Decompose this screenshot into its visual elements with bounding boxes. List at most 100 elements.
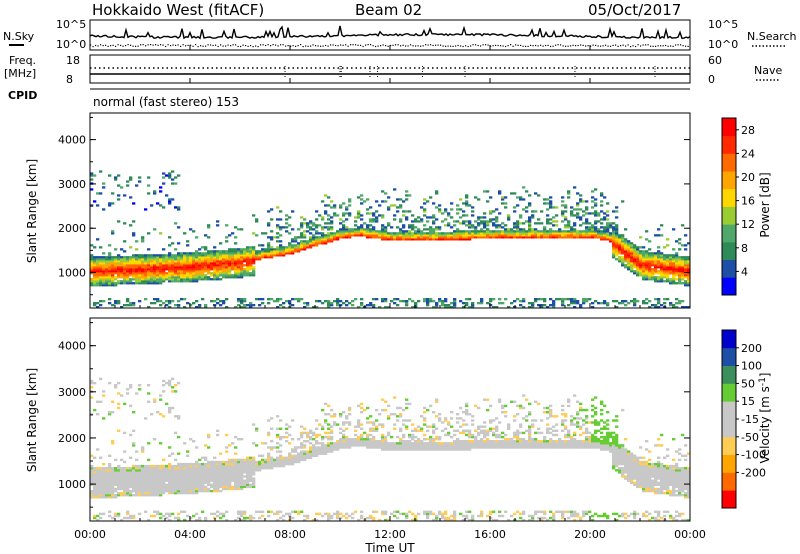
power-cell: [486, 236, 490, 239]
power-cell: [522, 230, 526, 233]
velocity-cell: [150, 477, 154, 480]
velocity-cell: [477, 440, 481, 443]
power-cell: [315, 218, 319, 221]
velocity-cell: [171, 452, 175, 455]
velocity-cell: [201, 469, 205, 472]
power-cell: [216, 298, 220, 301]
power-cell: [636, 254, 640, 257]
velocity-cell: [141, 479, 145, 482]
power-cell: [597, 232, 601, 235]
power-cell: [447, 304, 451, 307]
power-cell: [195, 258, 199, 261]
power-cell: [306, 222, 310, 225]
power-cell: [636, 262, 640, 265]
power-cell: [228, 276, 232, 279]
power-cell: [633, 302, 637, 305]
power-cell: [564, 216, 568, 219]
nsearch-point: [297, 45, 299, 47]
power-cell: [630, 268, 634, 271]
power-cell: [240, 302, 244, 305]
nsearch-point: [117, 44, 119, 46]
velocity-cell: [147, 489, 151, 493]
power-cell: [435, 236, 439, 239]
power-cell: [492, 234, 496, 237]
power-cell: [636, 270, 640, 273]
power-cell: [102, 282, 106, 285]
velocity-cell: [216, 483, 220, 486]
power-cell: [591, 196, 595, 199]
power-cell: [105, 264, 109, 267]
power-cell: [411, 228, 415, 231]
power-cell: [672, 272, 676, 275]
power-cell: [672, 268, 676, 271]
power-cell: [456, 234, 460, 237]
power-cell: [534, 228, 538, 231]
power-cell: [651, 260, 655, 263]
power-cell: [543, 236, 547, 239]
power-cell: [660, 280, 664, 283]
power-cell: [531, 236, 535, 239]
power-cell: [450, 306, 454, 309]
velocity-cell: [138, 494, 142, 497]
power-cell: [507, 228, 511, 231]
power-cell: [627, 268, 631, 271]
velocity-cell: [348, 438, 352, 441]
power-cell: [111, 270, 115, 273]
velocity-cell: [246, 458, 250, 462]
power-cell: [234, 276, 238, 279]
power-cell: [129, 224, 133, 227]
velocity-cell: [465, 404, 469, 408]
velocity-cell: [126, 516, 130, 520]
nsearch-point: [445, 45, 447, 47]
power-cell: [216, 274, 220, 277]
power-cell: [408, 298, 412, 301]
velocity-cell: [459, 446, 463, 449]
power-cell: [462, 238, 466, 241]
velocity-cell: [396, 415, 400, 418]
velocity-cell: [153, 481, 157, 484]
power-cell: [495, 220, 499, 223]
velocity-cell: [102, 462, 106, 466]
velocity-cell: [327, 435, 331, 439]
nsearch-point: [372, 45, 374, 47]
power-cell: [192, 230, 196, 233]
power-cell: [492, 232, 496, 235]
velocity-cell: [378, 444, 382, 447]
power-cell: [171, 272, 175, 275]
velocity-cell: [123, 431, 127, 435]
power-cell: [681, 272, 685, 275]
power-cell: [621, 242, 625, 245]
power-cell: [267, 244, 271, 247]
velocity-cell: [222, 514, 226, 518]
power-cell: [420, 238, 424, 241]
power-cell: [219, 252, 223, 255]
velocity-cell: [90, 396, 94, 399]
velocity-cell: [252, 456, 256, 459]
power-cell: [507, 214, 511, 217]
power-cell: [669, 262, 673, 265]
velocity-cell: [414, 427, 418, 430]
nsearch-point: [307, 45, 309, 47]
power-cell: [657, 278, 661, 281]
power-cell: [651, 272, 655, 275]
power-cell: [639, 260, 643, 263]
nsearch-point: [415, 45, 417, 47]
velocity-cell: [201, 483, 205, 486]
power-cell: [534, 234, 538, 237]
power-cell: [600, 210, 604, 213]
power-cell: [531, 214, 535, 217]
power-cell: [327, 218, 331, 221]
velocity-cell: [312, 448, 316, 451]
nsearch-point: [487, 44, 489, 46]
power-cell: [417, 230, 421, 233]
power-cell: [168, 202, 172, 205]
velocity-cell: [282, 458, 286, 462]
velocity-cell: [285, 462, 289, 466]
power-cell: [168, 256, 172, 259]
velocity-cell: [450, 446, 454, 449]
power-cell: [459, 208, 463, 211]
power-cell: [504, 202, 508, 205]
nsearch-point: [157, 44, 159, 46]
velocity-cell: [210, 483, 214, 486]
power-cell: [153, 302, 157, 305]
